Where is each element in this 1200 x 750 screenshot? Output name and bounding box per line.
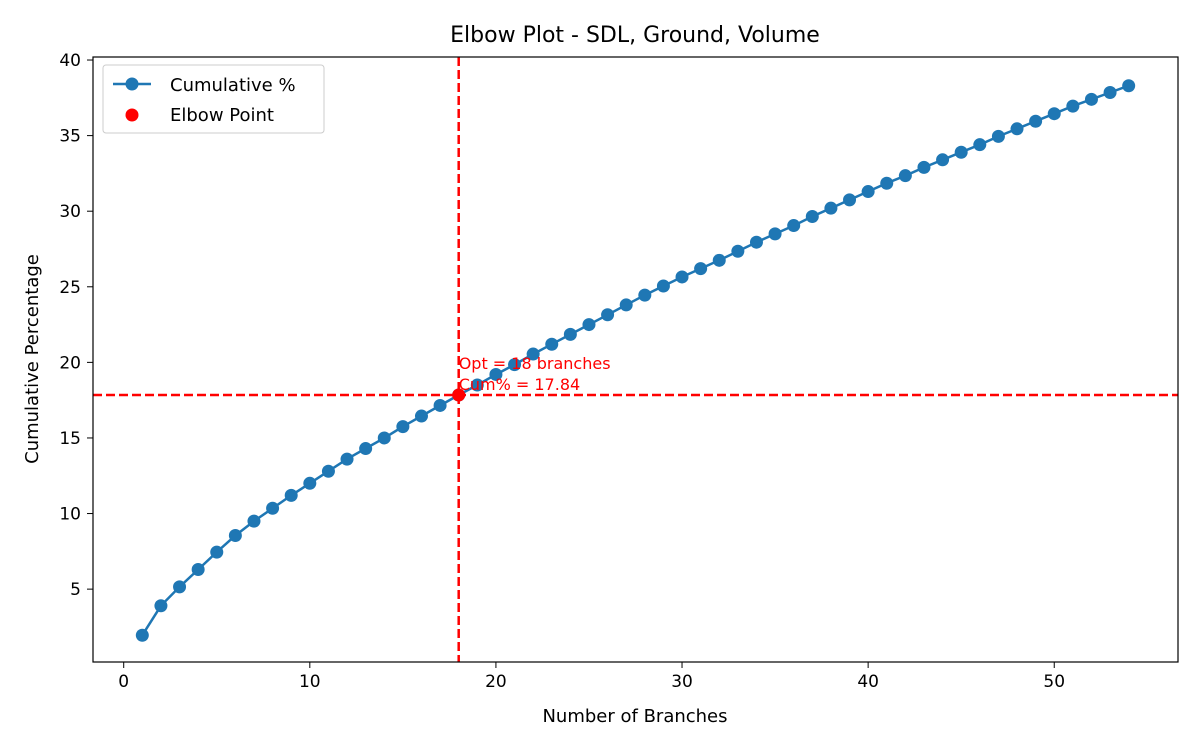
data-point <box>675 270 689 284</box>
y-tick-label: 35 <box>59 127 81 147</box>
data-point <box>694 262 708 276</box>
x-axis-label: Number of Branches <box>542 706 727 727</box>
x-tick-label: 40 <box>857 672 879 692</box>
data-point <box>861 185 875 199</box>
data-point <box>638 288 652 302</box>
data-point <box>210 545 224 559</box>
plot-area: 0 10 20 30 40 50 5 10 15 20 25 30 35 40 Opt = 18 branc… <box>59 51 1179 692</box>
data-point <box>396 420 410 434</box>
legend: Cumulative % Elbow Point <box>102 64 325 134</box>
y-tick-label: 40 <box>59 51 81 71</box>
data-point <box>824 201 838 215</box>
y-tick-label: 15 <box>59 429 81 449</box>
data-point <box>154 599 168 613</box>
legend-series-label: Cumulative % <box>170 75 296 96</box>
x-tick-label: 0 <box>118 672 129 692</box>
y-axis-label: Cumulative Percentage <box>22 254 43 464</box>
data-point <box>563 327 577 341</box>
data-point <box>228 528 242 542</box>
elbow-annotation-opt: Opt = 18 branches <box>459 354 611 373</box>
data-point <box>917 160 931 174</box>
data-point <box>749 235 763 249</box>
data-point <box>731 244 745 258</box>
data-point <box>973 138 987 152</box>
data-point <box>340 452 354 466</box>
data-point <box>303 476 317 490</box>
elbow-annotation-cum: Cum% = 17.84 <box>459 375 580 394</box>
data-point <box>582 318 596 332</box>
legend-series-marker <box>125 77 139 91</box>
data-point <box>433 398 447 412</box>
data-point <box>619 298 633 312</box>
x-tick-label: 10 <box>299 672 321 692</box>
data-point <box>954 145 968 159</box>
data-point <box>135 628 149 642</box>
data-point <box>191 562 205 576</box>
data-point <box>1029 114 1043 128</box>
y-tick-label: 5 <box>70 580 81 600</box>
chart-title: Elbow Plot - SDL, Ground, Volume <box>450 23 820 48</box>
data-point <box>843 193 857 207</box>
data-point <box>284 488 298 502</box>
x-tick-label: 30 <box>671 672 693 692</box>
data-point <box>1047 107 1061 121</box>
data-point <box>787 219 801 233</box>
data-point <box>601 308 615 322</box>
y-tick-label: 30 <box>59 202 81 222</box>
data-point <box>1122 79 1136 93</box>
data-point <box>470 378 484 392</box>
data-point <box>414 409 428 423</box>
data-point <box>545 337 559 351</box>
data-point <box>321 464 335 478</box>
data-point <box>936 153 950 167</box>
legend-box <box>102 64 325 134</box>
data-point <box>898 169 912 183</box>
data-point <box>1010 122 1024 136</box>
data-point <box>266 501 280 515</box>
data-point <box>768 227 782 241</box>
elbow-point <box>452 388 466 402</box>
data-point <box>359 442 373 456</box>
data-point <box>508 358 522 372</box>
y-tick-label: 10 <box>59 505 81 525</box>
data-point <box>247 514 261 528</box>
x-tick-label: 50 <box>1043 672 1065 692</box>
data-point <box>489 367 503 381</box>
data-point <box>1066 99 1080 113</box>
data-point <box>1084 92 1098 106</box>
legend-elbow-label: Elbow Point <box>170 105 274 126</box>
legend-elbow-marker <box>125 108 139 122</box>
y-tick-label: 20 <box>59 353 81 373</box>
data-point <box>1103 86 1117 100</box>
x-tick-label: 20 <box>485 672 507 692</box>
y-tick-label: 25 <box>59 278 81 298</box>
data-point <box>173 580 187 594</box>
data-point <box>377 431 391 445</box>
data-point <box>991 129 1005 143</box>
data-point <box>880 176 894 190</box>
data-point <box>656 279 670 293</box>
data-point <box>712 253 726 267</box>
data-point <box>526 347 540 361</box>
series-line <box>141 84 1130 636</box>
axes-frame <box>92 56 1179 663</box>
data-point <box>805 209 819 223</box>
